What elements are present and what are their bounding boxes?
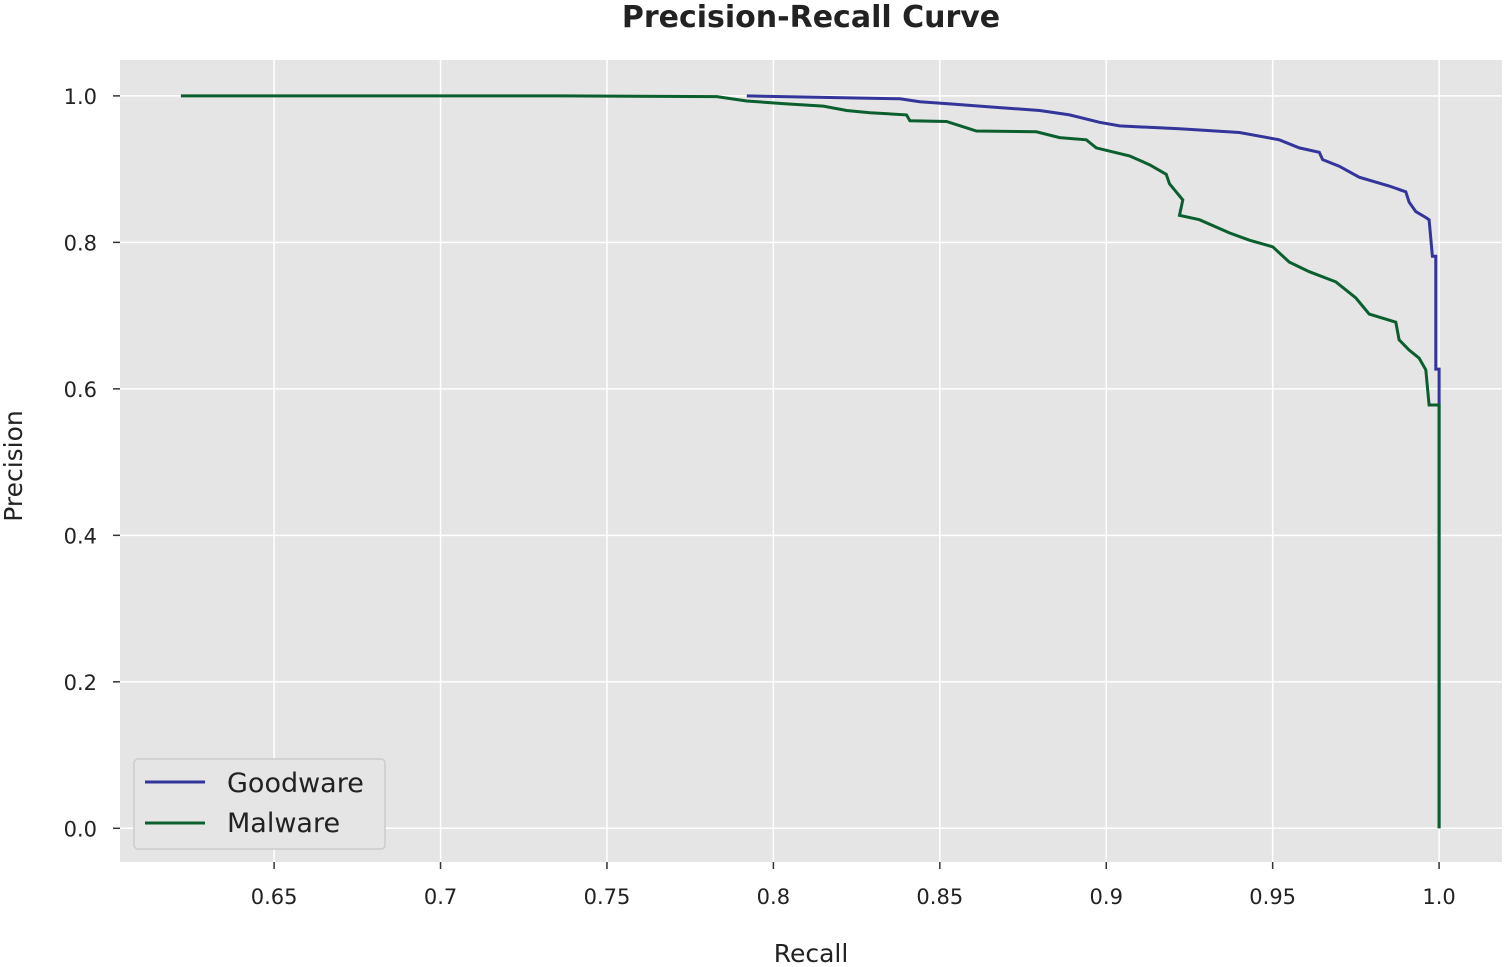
y-tick-label: 0.6 — [64, 378, 97, 402]
legend-label-goodware: Goodware — [227, 768, 364, 799]
x-tick-label: 0.7 — [424, 885, 457, 909]
x-tick-label: 1.0 — [1422, 885, 1455, 909]
x-tick-label: 0.75 — [584, 885, 631, 909]
chart-title: Precision-Recall Curve — [622, 0, 1000, 35]
y-tick-label: 0.8 — [64, 231, 97, 255]
legend-label-malware: Malware — [227, 808, 340, 839]
plot-background — [120, 60, 1502, 862]
x-tick-label: 0.95 — [1249, 885, 1296, 909]
y-tick-label: 0.2 — [64, 671, 97, 695]
y-tick-label: 1.0 — [64, 85, 97, 109]
y-axis-label: Precision — [0, 410, 28, 522]
legend: Goodware Malware — [133, 758, 386, 850]
x-tick-label: 0.8 — [757, 885, 790, 909]
y-tick-label: 0.0 — [64, 817, 97, 841]
series-line-malware — [180, 94, 1441, 829]
x-tick-label: 0.85 — [916, 885, 963, 909]
y-tick-label: 0.4 — [64, 524, 97, 548]
x-axis-label: Recall — [774, 939, 849, 967]
series-line-goodware — [746, 94, 1441, 829]
x-tick-label: 0.9 — [1090, 885, 1123, 909]
x-tick-label: 0.65 — [251, 885, 298, 909]
